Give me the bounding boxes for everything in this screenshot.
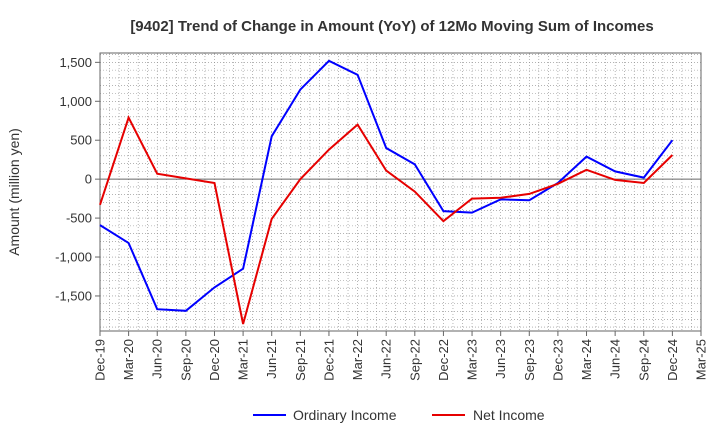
x-tick-label: Dec-21	[321, 339, 336, 381]
x-tick-label: Sep-21	[293, 339, 308, 381]
y-tick-label: 1,000	[59, 94, 92, 109]
x-tick-label: Mar-25	[694, 339, 709, 380]
x-tick-label: Mar-24	[579, 339, 594, 380]
y-tick-label: -1,500	[55, 288, 92, 303]
series-line-ordinary-income	[99, 59, 674, 312]
legend-label-net-income: Net Income	[473, 407, 545, 423]
legend-label-ordinary-income: Ordinary Income	[293, 407, 397, 423]
series-line-net-income	[99, 115, 674, 325]
x-tick-label: Jun-21	[264, 339, 279, 379]
x-tick-label: Mar-22	[350, 339, 365, 380]
chart-title: [9402] Trend of Change in Amount (YoY) o…	[130, 18, 653, 35]
x-tick-label: Jun-23	[493, 339, 508, 379]
y-axis-ticks: 1,500 1,000 500 0 -500 -1,000 -1,500	[55, 55, 100, 303]
legend: Ordinary Income Net Income	[253, 407, 545, 423]
y-tick-label: 1,500	[59, 55, 92, 70]
x-tick-label: Jun-24	[608, 339, 623, 379]
x-tick-label: Dec-23	[550, 339, 565, 381]
plot-frame	[99, 52, 702, 332]
y-tick-label: 0	[85, 172, 92, 187]
x-tick-label: Mar-23	[465, 339, 480, 380]
series-lines	[99, 59, 674, 325]
x-axis-ticks: Dec-19 Mar-20 Jun-20 Sep-20 Dec-20 Mar-21 Jun-…	[93, 331, 709, 381]
x-tick-label: Mar-21	[236, 339, 251, 380]
y-axis-label: Amount (million yen)	[6, 128, 22, 256]
x-tick-label: Jun-22	[379, 339, 394, 379]
x-tick-label: Mar-20	[121, 339, 136, 380]
x-tick-label: Dec-19	[93, 339, 108, 381]
grid	[100, 53, 701, 331]
x-tick-label: Sep-22	[407, 339, 422, 381]
x-tick-label: Sep-24	[636, 339, 651, 381]
x-tick-label: Dec-20	[207, 339, 222, 381]
x-tick-label: Sep-23	[522, 339, 537, 381]
y-tick-label: 500	[70, 133, 92, 148]
x-tick-label: Dec-24	[665, 339, 680, 381]
y-tick-label: -500	[66, 211, 92, 226]
x-tick-label: Jun-20	[150, 339, 165, 379]
x-tick-label: Sep-20	[178, 339, 193, 381]
y-tick-label: -1,000	[55, 250, 92, 265]
x-tick-label: Dec-22	[436, 339, 451, 381]
